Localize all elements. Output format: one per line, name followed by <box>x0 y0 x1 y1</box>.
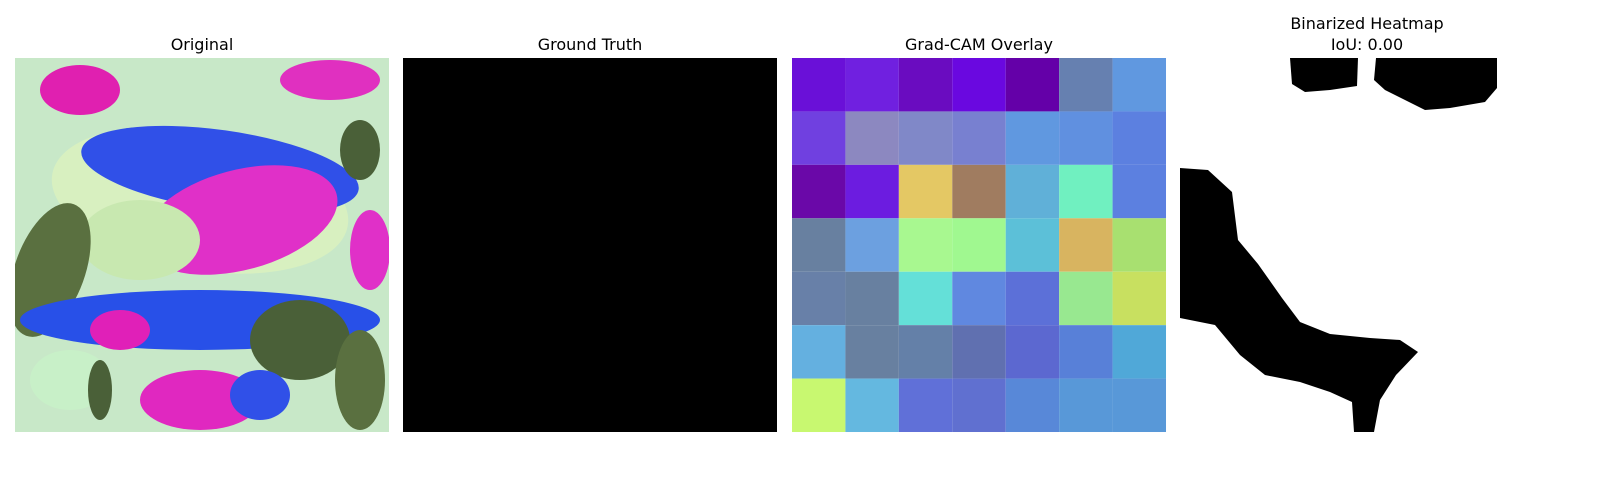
panel-subtitle: IoU: 0.00 <box>1331 35 1403 54</box>
panel-title: Grad-CAM Overlay <box>905 35 1053 54</box>
binarized-heatmap <box>1180 58 1554 432</box>
panel-title: Original <box>171 35 234 54</box>
original-image <box>15 58 389 432</box>
ground-truth-image <box>403 58 777 432</box>
panel-title: Binarized Heatmap <box>1290 14 1443 33</box>
gradcam-overlay <box>792 58 1167 433</box>
panel-title: Ground Truth <box>538 35 643 54</box>
